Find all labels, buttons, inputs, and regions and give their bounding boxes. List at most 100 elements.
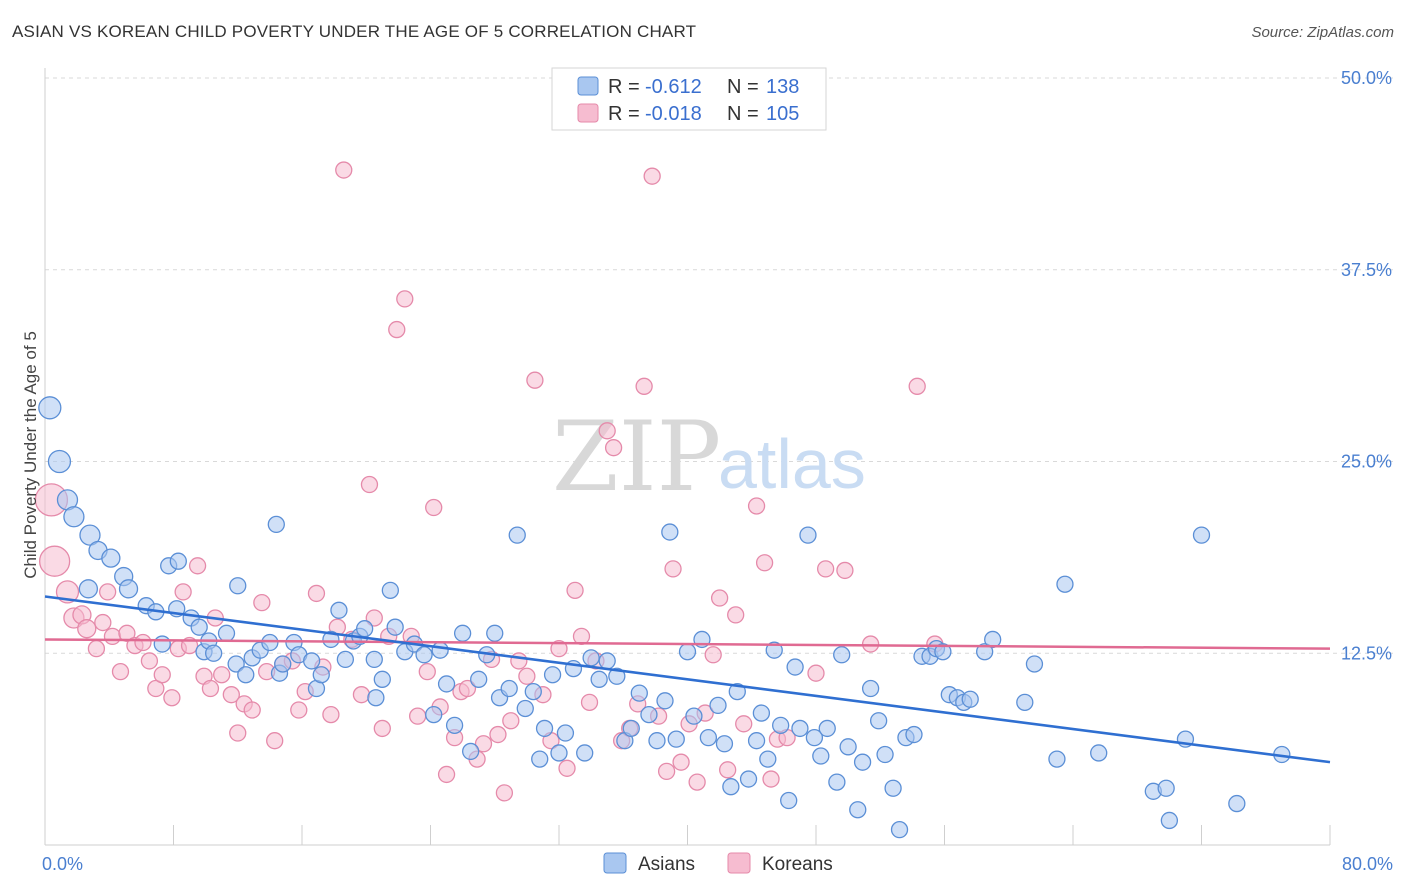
asians-point [330, 601, 348, 619]
x-tick-labels: 0.0% 80.0% [42, 854, 1393, 874]
koreans-point [373, 719, 391, 738]
koreans-point [290, 701, 308, 719]
koreans-point [77, 619, 97, 639]
koreans-point [94, 613, 112, 632]
asians-point [608, 667, 626, 685]
asians-point [453, 624, 472, 642]
koreans-point [163, 689, 181, 707]
koreans-point [598, 422, 616, 440]
asians-point [543, 666, 562, 684]
asians-point [78, 579, 99, 599]
asians-point [934, 643, 952, 661]
legend-koreans-swatch [577, 103, 599, 123]
legend-asians-swatch [577, 76, 599, 96]
koreans-point [836, 561, 854, 580]
source-label: Source: ZipAtlas.com [1251, 24, 1394, 41]
koreans-point [735, 715, 753, 733]
koreans-point [243, 701, 261, 719]
koreans-point [418, 663, 436, 681]
asians-point [598, 652, 616, 670]
koreans-point [719, 761, 737, 779]
asians-point [47, 449, 72, 474]
asians-point [656, 692, 674, 710]
asians-point [229, 577, 247, 595]
koreans-point [458, 679, 477, 698]
asians-point [261, 633, 279, 652]
asians-point [508, 526, 526, 544]
koreans-point [188, 557, 207, 575]
koreans-point [222, 686, 240, 704]
asians-point [355, 620, 374, 638]
asians-point [976, 643, 994, 661]
asians-point [861, 679, 880, 698]
asians-point [630, 684, 648, 702]
koreans-point [762, 770, 780, 788]
asians-point [274, 655, 292, 673]
asians-point [101, 548, 121, 568]
koreans-point [322, 705, 340, 724]
trend-lines [44, 595, 1331, 764]
asians-point [386, 618, 404, 636]
koreans-point [727, 606, 745, 624]
watermark-atlas: atlas [718, 425, 866, 503]
bottom-legend-asians-swatch [603, 852, 627, 874]
bottom-legend-koreans-label: Koreans [762, 854, 833, 875]
koreans-point [335, 161, 353, 179]
asians-point [739, 770, 758, 788]
asians-point [869, 712, 888, 730]
asians-point [699, 728, 718, 747]
y-tick-label: 50.0% [1341, 68, 1392, 88]
koreans-point [213, 666, 231, 684]
asians-point [524, 682, 542, 701]
asians-point [1056, 575, 1074, 593]
koreans-point [103, 627, 122, 646]
asians-point [462, 742, 480, 761]
asians-point [678, 643, 697, 661]
asians-point [961, 690, 979, 708]
asians-point [367, 689, 385, 707]
koreans-point [495, 784, 514, 802]
asians-point [445, 716, 464, 734]
asians-point [531, 750, 549, 768]
asians-point [582, 649, 600, 667]
koreans-point [657, 762, 676, 781]
koreans-point [604, 439, 623, 457]
asians-point [667, 730, 685, 748]
koreans-point [408, 707, 427, 725]
legend-asians-n-label: N = [727, 76, 759, 98]
asians-point [38, 396, 62, 420]
asians-point [648, 732, 666, 750]
asians-point [876, 745, 894, 764]
bottom-legend: Asians Koreans [603, 852, 833, 875]
koreans-point [747, 497, 766, 515]
axes [44, 68, 1331, 846]
asians-point [322, 630, 340, 649]
koreans-point [360, 475, 379, 494]
asians-point [425, 705, 443, 724]
asians-point [267, 515, 285, 534]
koreans-point [489, 725, 507, 744]
asians-point [747, 732, 766, 750]
asians-point [715, 735, 734, 753]
asians-point [302, 652, 321, 670]
legend-asians-r-value: -0.612 [645, 76, 702, 98]
koreans-point [134, 633, 152, 652]
asians-point [227, 655, 245, 673]
asians-point [685, 707, 703, 725]
koreans-point [307, 584, 326, 603]
asians-point [486, 624, 504, 642]
asians-point [63, 506, 85, 528]
asians-point [853, 753, 872, 771]
koreans-point [153, 666, 171, 684]
asians-point [153, 635, 171, 653]
y-tick-labels: 12.5% 25.0% 37.5% 50.0% [1341, 68, 1392, 663]
y-tick-label: 12.5% [1341, 643, 1392, 663]
koreans-point [266, 732, 284, 750]
asians-point [1048, 750, 1066, 768]
koreans-point [550, 639, 568, 658]
asians-point [169, 552, 187, 570]
koreans-point [510, 652, 528, 670]
asians-point [849, 801, 867, 819]
koreans-point [518, 667, 536, 685]
